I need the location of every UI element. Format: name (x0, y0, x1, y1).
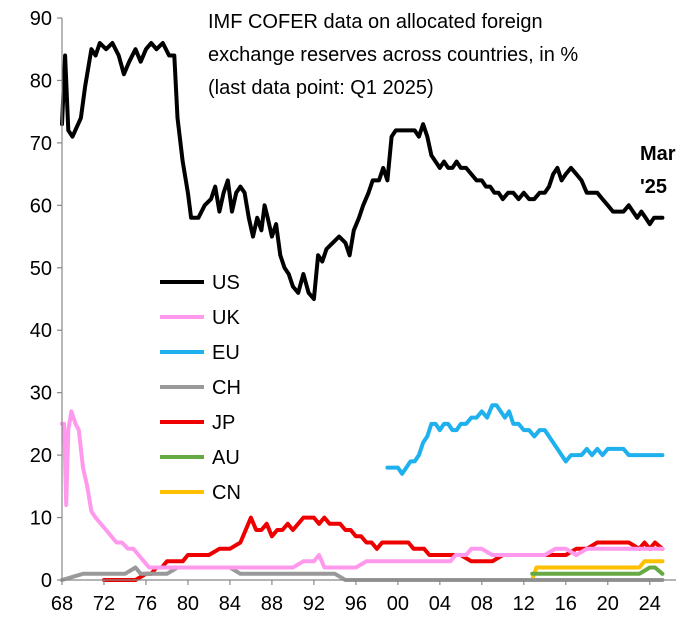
y-tick-label: 70 (30, 133, 52, 155)
chart-title: IMF COFER data on allocated foreign exch… (208, 11, 578, 99)
x-tick-label: 76 (135, 593, 157, 615)
series-line-eu (385, 403, 665, 476)
y-tick-label: 80 (30, 70, 52, 92)
x-tick-label: 04 (429, 593, 451, 615)
series-layer (60, 41, 665, 582)
y-tick-label: 90 (30, 8, 52, 30)
x-tick-label: 88 (261, 593, 283, 615)
x-tick-label: 84 (219, 593, 241, 615)
y-tick-label: 0 (41, 570, 52, 592)
y-tick-label: 10 (30, 508, 52, 530)
legend-label-us: US (212, 272, 240, 294)
legend-label-eu: EU (212, 342, 240, 364)
legend-label-au: AU (212, 447, 240, 469)
y-tick-label: 40 (30, 320, 52, 342)
annotation-month: Mar (640, 143, 676, 165)
x-tick-label: 96 (345, 593, 367, 615)
title-line-3: (last data point: Q1 2025) (208, 77, 434, 99)
legend-label-uk: UK (212, 307, 240, 329)
x-tick-label: 72 (93, 593, 115, 615)
x-tick-label: 68 (51, 593, 73, 615)
axes-layer: 0 10 20 30 40 50 60 70 80 90 68 72 76 80 84 88 92 96 00 04 0… (30, 8, 676, 615)
series-line-cn (530, 559, 665, 582)
y-tick-label: 30 (30, 383, 52, 405)
x-tick-label: 20 (597, 593, 619, 615)
y-tick-label: 20 (30, 445, 52, 467)
x-tick-label: 80 (177, 593, 199, 615)
legend-label-cn: CN (212, 482, 241, 504)
title-line-1: IMF COFER data on allocated foreign (208, 11, 543, 33)
legend-label-ch: CH (212, 377, 241, 399)
series-line-uk (60, 409, 665, 570)
x-tick-label: 92 (303, 593, 325, 615)
annotation-year: '25 (640, 176, 667, 198)
last-point-annotation: Mar '25 (640, 143, 676, 198)
legend-label-jp: JP (212, 412, 235, 434)
y-tick-label: 50 (30, 258, 52, 280)
title-line-2: exchange reserves across countries, in % (208, 44, 578, 66)
legend: US UK EU CH JP AU CN (160, 272, 241, 504)
x-tick-label: 00 (387, 593, 409, 615)
series-line-au (530, 565, 665, 576)
x-tick-label: 16 (555, 593, 577, 615)
series-line-jp (102, 515, 665, 582)
y-tick-label: 60 (30, 195, 52, 217)
x-tick-label: 08 (471, 593, 493, 615)
x-tick-label: 12 (513, 593, 535, 615)
x-tick-label: 24 (639, 593, 661, 615)
series-line-us (60, 41, 665, 301)
